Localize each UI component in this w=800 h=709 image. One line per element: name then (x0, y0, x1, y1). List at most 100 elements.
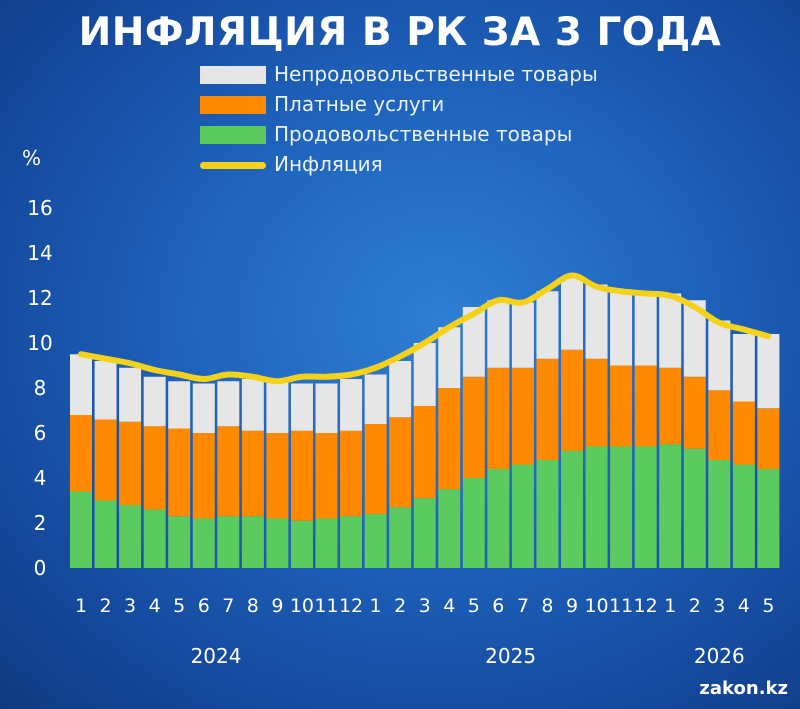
bar-segment-food (757, 469, 780, 568)
y-tick-label: 8 (34, 376, 47, 400)
x-tick-label: 1 (370, 595, 382, 617)
bar-segment-nonfood (585, 284, 608, 359)
legend-swatch-food (200, 126, 266, 144)
bar-segment-services (585, 358, 608, 447)
x-tick-label: 3 (419, 595, 431, 617)
bar-segment-food (192, 518, 215, 568)
bar-segment-food (683, 448, 706, 568)
legend-label-inflation: Инфляция (274, 152, 383, 176)
bar-segment-services (610, 365, 633, 447)
bar-segment-food (266, 518, 289, 568)
y-tick-label: 0 (34, 556, 47, 580)
bar-segment-nonfood (683, 300, 706, 377)
bar-segment-food (511, 464, 534, 568)
x-tick-label: 1 (664, 595, 676, 617)
y-tick-label: 16 (27, 196, 52, 220)
bar-segment-food (168, 516, 191, 568)
bar-segment-nonfood (610, 291, 633, 366)
bar-segment-nonfood (634, 293, 657, 366)
x-tick-label: 4 (738, 595, 750, 617)
y-tick-label: 10 (27, 331, 52, 355)
x-tick-label: 9 (271, 595, 283, 617)
bar-segment-nonfood (70, 354, 92, 415)
bar-segment-food (487, 469, 510, 568)
bar-segment-services (266, 433, 289, 519)
bar-segment-services (340, 430, 363, 517)
legend-swatch-inflation (200, 162, 266, 169)
bar-segment-nonfood (364, 374, 387, 424)
bar-segment-food (708, 460, 731, 568)
bar-segment-nonfood (757, 334, 780, 409)
x-tick-label: 8 (541, 595, 553, 617)
bar-segment-services (659, 367, 682, 445)
y-axis-unit-label: % (22, 146, 42, 170)
year-label: 2025 (485, 644, 536, 668)
bar-segment-food (610, 446, 633, 568)
bar-segment-nonfood (438, 327, 461, 388)
bar-segment-services (364, 424, 387, 514)
x-tick-label: 11 (609, 595, 633, 617)
legend-item-food: Продовольственные товары (200, 122, 720, 146)
bar-segment-services (94, 419, 117, 501)
bar-segment-nonfood (732, 334, 755, 402)
x-tick-label: 5 (762, 595, 774, 617)
bar-segment-nonfood (217, 381, 240, 427)
legend-item-services: Платные услуги (200, 92, 720, 116)
legend-label-food: Продовольственные товары (274, 122, 573, 146)
bar-segment-nonfood (511, 302, 534, 368)
bar-segment-nonfood (241, 379, 264, 431)
y-tick-label: 12 (27, 286, 52, 310)
x-tick-label: 8 (247, 595, 259, 617)
x-tick-label: 12 (339, 595, 363, 617)
bar-segment-food (389, 507, 412, 568)
bar-segment-food (634, 446, 657, 568)
bar-segment-nonfood (413, 343, 436, 406)
x-tick-label: 6 (492, 595, 504, 617)
y-tick-label: 14 (27, 241, 52, 265)
x-tick-label: 7 (222, 595, 234, 617)
x-tick-label: 4 (149, 595, 161, 617)
bar-segment-food (119, 505, 142, 568)
bar-segment-nonfood (266, 381, 289, 433)
x-tick-label: 10 (290, 595, 314, 617)
x-tick-label: 5 (173, 595, 185, 617)
legend-label-nonfood: Непродовольственные товары (274, 62, 598, 86)
bar-segment-services (119, 421, 142, 505)
bar-segment-services (241, 430, 264, 517)
x-tick-label: 12 (634, 595, 658, 617)
bar-segment-food (462, 478, 485, 568)
bar-segment-services (487, 367, 510, 469)
x-tick-label: 2 (689, 595, 701, 617)
x-tick-label: 11 (314, 595, 338, 617)
bar-segment-food (340, 516, 363, 568)
bar-segment-food (732, 464, 755, 568)
bar-segment-services (217, 426, 240, 517)
x-tick-label: 6 (198, 595, 210, 617)
bar-segment-services (462, 376, 485, 478)
bar-segment-services (757, 408, 780, 469)
legend-item-inflation: Инфляция (200, 152, 720, 176)
bar-segment-services (143, 426, 166, 510)
bar-segment-food (413, 498, 436, 568)
x-tick-label: 3 (713, 595, 725, 617)
bar-segment-services (413, 406, 436, 499)
y-tick-label: 4 (34, 466, 47, 490)
bar-segment-nonfood (119, 367, 142, 422)
bar-segment-nonfood (315, 383, 338, 433)
legend-swatch-services (200, 96, 266, 114)
bar-segment-nonfood (94, 361, 117, 420)
chart-title: ИНФЛЯЦИЯ В РК ЗА 3 ГОДА (78, 10, 722, 55)
bar-segment-nonfood (389, 361, 412, 418)
bar-segment-nonfood (487, 300, 510, 368)
bar-segment-food (536, 460, 559, 568)
bar-segment-food (290, 520, 313, 568)
bar-segment-nonfood (462, 307, 485, 377)
watermark-logo: zakon.kz (699, 678, 788, 699)
bar-segment-services (708, 390, 731, 460)
bar-segment-nonfood (340, 379, 363, 431)
y-tick-label: 6 (34, 421, 47, 445)
bar-segment-food (585, 446, 608, 568)
inflation-line (78, 272, 772, 385)
y-tick-label: 2 (34, 511, 47, 535)
